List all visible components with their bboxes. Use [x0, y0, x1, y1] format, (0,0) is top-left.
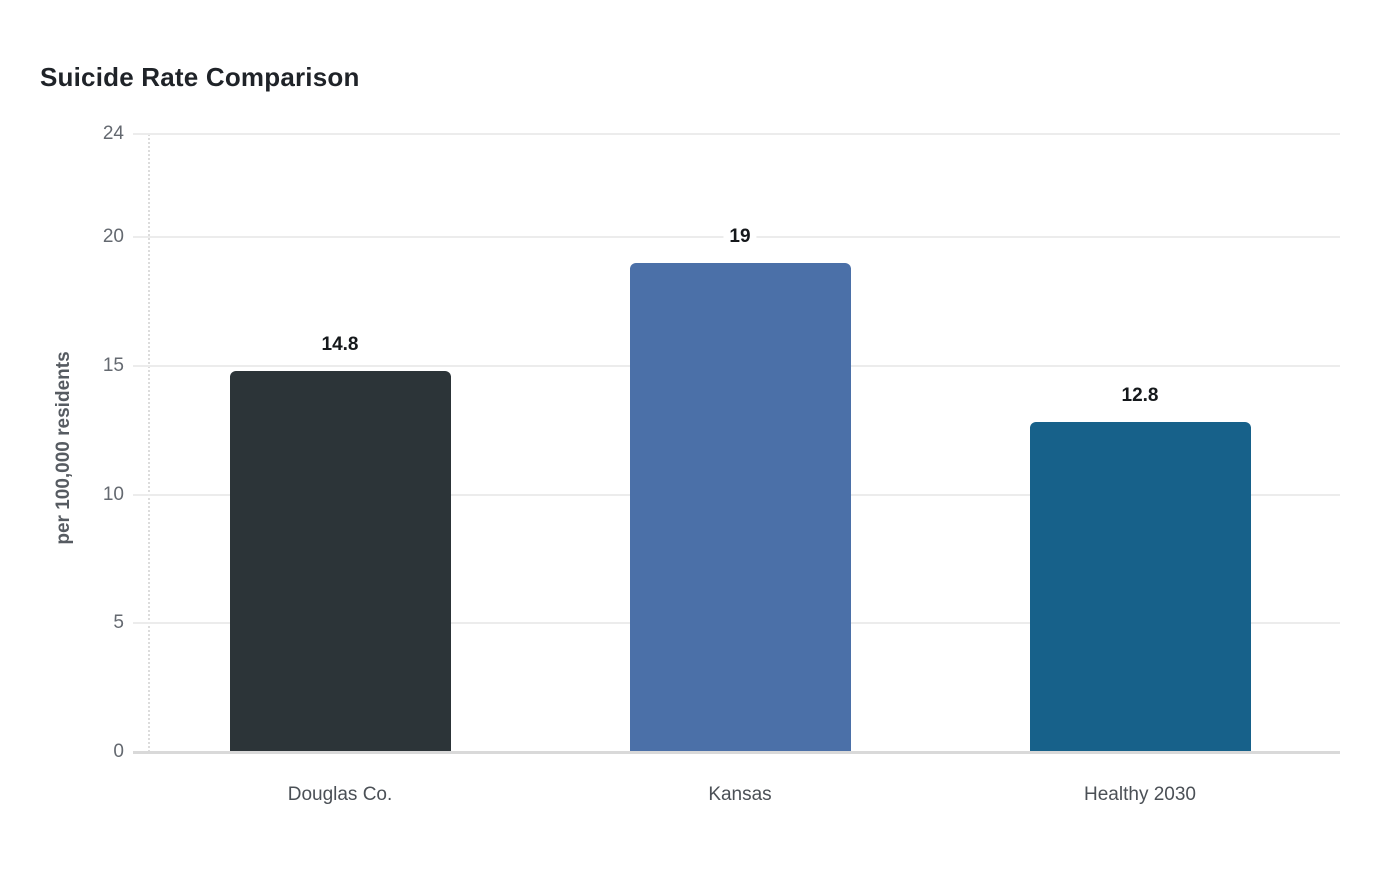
y-tick-label: 15: [102, 354, 124, 376]
y-tick-label: 5: [113, 612, 124, 634]
bar-kansas: [629, 262, 851, 752]
y-tick-label: 0: [113, 741, 124, 762]
x-category-label: Healthy 2030: [1084, 784, 1196, 805]
bar-douglas-co: [229, 370, 451, 752]
chart-title: Suicide Rate Comparison: [40, 62, 360, 92]
bar-value-label: 12.8: [1115, 384, 1165, 409]
y-axis-label: per 100,000 residents: [53, 351, 74, 545]
y-tick-label: 24: [102, 123, 124, 144]
gridline: [133, 133, 1340, 135]
bar-value-label: 14.8: [315, 332, 365, 357]
y-tick-label: 20: [102, 226, 124, 247]
x-axis-line: [133, 751, 1340, 754]
y-axis-line: [148, 134, 150, 752]
x-category-label: Kansas: [708, 784, 772, 805]
x-category-label: Douglas Co.: [287, 784, 393, 805]
y-tick-label: 10: [102, 483, 124, 505]
bar-value-label: 19: [723, 224, 757, 249]
plot-area: 0 5 10 15 20 24 14.8 Douglas Co. 19 Kansas 12.8 Hea…: [103, 123, 1340, 805]
bar-healthy-2030: [1029, 422, 1251, 752]
